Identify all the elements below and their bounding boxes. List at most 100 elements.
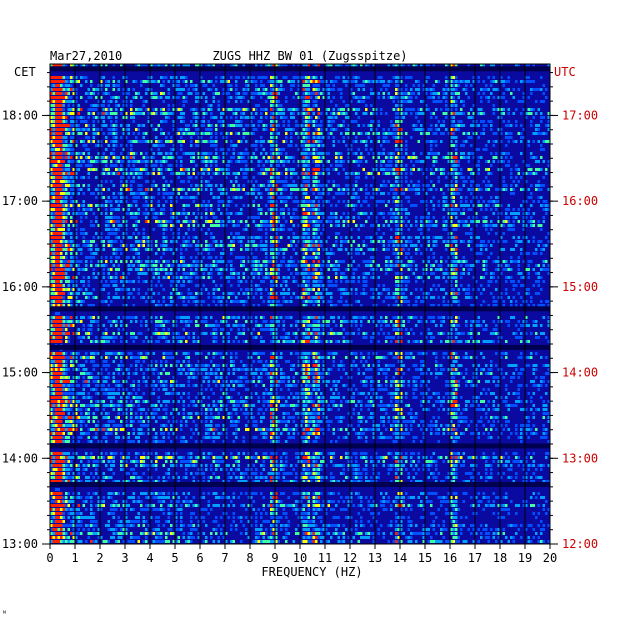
heatmap-cell <box>525 164 528 167</box>
heatmap-cell <box>55 216 58 219</box>
heatmap-cell <box>170 156 173 159</box>
heatmap-cell <box>477 160 480 163</box>
heatmap-cell <box>50 108 53 111</box>
heatmap-cell <box>120 244 123 247</box>
heatmap-cell <box>477 220 480 223</box>
heatmap-cell <box>335 152 338 155</box>
heatmap-cell <box>455 248 458 251</box>
heatmap-cell <box>452 196 455 199</box>
heatmap-cell <box>67 76 70 79</box>
heatmap-cell <box>330 264 333 267</box>
heatmap-cell <box>340 244 343 247</box>
heatmap-cell <box>187 240 190 243</box>
heatmap-cell <box>57 172 60 175</box>
heatmap-cell <box>122 216 125 219</box>
heatmap-cell <box>195 256 198 259</box>
heatmap-cell <box>207 184 210 187</box>
heatmap-cell <box>107 116 110 119</box>
heatmap-cell <box>120 188 123 191</box>
heatmap-cell <box>72 112 75 115</box>
heatmap-cell <box>277 124 280 127</box>
heatmap-cell <box>65 188 68 191</box>
heatmap-cell <box>312 120 315 123</box>
heatmap-cell <box>357 188 360 191</box>
heatmap-cell <box>50 128 53 131</box>
heatmap-cell <box>175 188 178 191</box>
heatmap-cell <box>530 80 533 83</box>
heatmap-cell <box>275 248 278 251</box>
heatmap-cell <box>525 252 528 255</box>
heatmap-cell <box>72 152 75 155</box>
heatmap-cell <box>347 124 350 127</box>
heatmap-cell <box>125 260 128 263</box>
heatmap-cell <box>95 128 98 131</box>
heatmap-cell <box>397 200 400 203</box>
heatmap-cell <box>357 164 360 167</box>
heatmap-cell <box>372 112 375 115</box>
heatmap-cell <box>242 88 245 91</box>
heatmap-cell <box>132 176 135 179</box>
heatmap-cell <box>315 80 318 83</box>
heatmap-cell <box>395 252 398 255</box>
heatmap-cell <box>450 260 453 263</box>
heatmap-cell <box>230 248 233 251</box>
heatmap-cell <box>115 216 118 219</box>
heatmap-cell <box>182 168 185 171</box>
heatmap-cell <box>215 124 218 127</box>
heatmap-cell <box>190 120 193 123</box>
heatmap-cell <box>60 128 63 131</box>
heatmap-cell <box>77 156 80 159</box>
heatmap-cell <box>185 244 188 247</box>
heatmap-cell <box>132 132 135 135</box>
heatmap-cell <box>235 108 238 111</box>
heatmap-cell <box>450 96 453 99</box>
heatmap-cell <box>382 180 385 183</box>
heatmap-cell <box>310 80 313 83</box>
heatmap-cell <box>57 104 60 107</box>
heatmap-cell <box>197 192 200 195</box>
heatmap-cell <box>405 108 408 111</box>
heatmap-cell <box>60 160 63 163</box>
heatmap-cell <box>160 84 163 87</box>
heatmap-cell <box>485 208 488 211</box>
heatmap-cell <box>387 172 390 175</box>
heatmap-cell <box>295 200 298 203</box>
heatmap-cell <box>335 80 338 83</box>
heatmap-cell <box>207 220 210 223</box>
heatmap-cell <box>65 168 68 171</box>
heatmap-cell <box>317 128 320 131</box>
heatmap-cell <box>272 264 275 267</box>
heatmap-cell <box>455 92 458 95</box>
heatmap-cell <box>202 204 205 207</box>
heatmap-cell <box>400 156 403 159</box>
heatmap-cell <box>155 128 158 131</box>
heatmap-cell <box>315 204 318 207</box>
heatmap-cell <box>265 244 268 247</box>
heatmap-cell <box>267 192 270 195</box>
heatmap-cell <box>390 240 393 243</box>
heatmap-cell <box>372 256 375 259</box>
heatmap-cell <box>472 88 475 91</box>
heatmap-cell <box>462 100 465 103</box>
heatmap-cell <box>257 244 260 247</box>
heatmap-cell <box>162 156 165 159</box>
heatmap-cell <box>102 120 105 123</box>
heatmap-cell <box>335 184 338 187</box>
heatmap-cell <box>400 148 403 151</box>
heatmap-cell <box>477 188 480 191</box>
heatmap-cell <box>395 120 398 123</box>
heatmap-cell <box>427 132 430 135</box>
heatmap-cell <box>520 100 523 103</box>
heatmap-cell <box>435 80 438 83</box>
heatmap-cell <box>100 96 103 99</box>
heatmap-cell <box>272 148 275 151</box>
heatmap-cell <box>95 96 98 99</box>
heatmap-cell <box>265 152 268 155</box>
heatmap-cell <box>380 80 383 83</box>
heatmap-cell <box>280 264 283 267</box>
heatmap-cell <box>57 96 60 99</box>
heatmap-cell <box>52 192 55 195</box>
heatmap-cell <box>310 116 313 119</box>
heatmap-cell <box>445 240 448 243</box>
heatmap-cell <box>315 264 318 267</box>
